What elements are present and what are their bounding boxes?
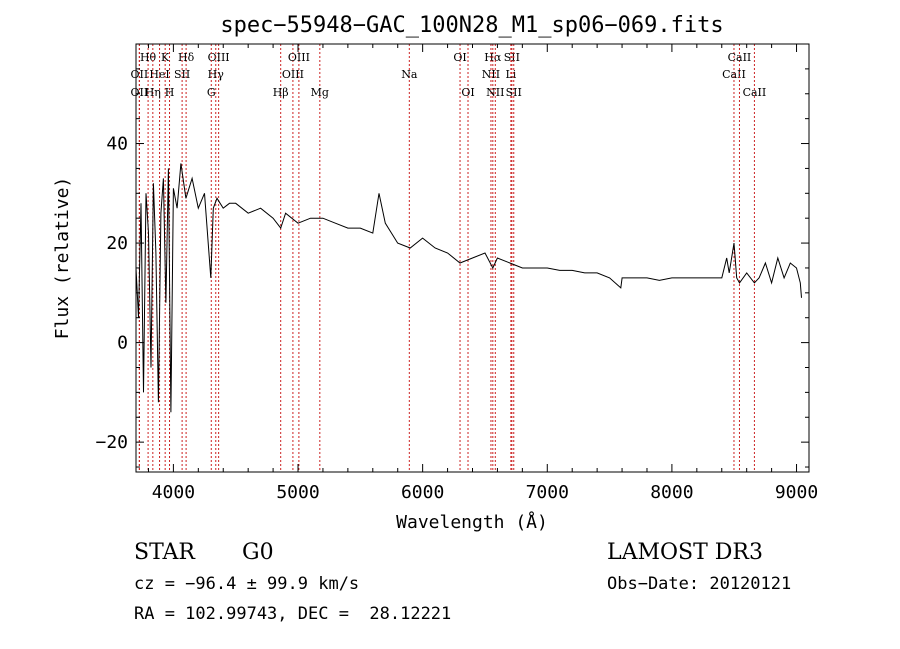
- spectral-line-label: OII: [131, 86, 149, 99]
- object-class: STAR: [134, 540, 195, 565]
- spectral-line-label: NII: [486, 86, 504, 99]
- survey-name: LAMOST DR3: [607, 540, 763, 565]
- spectral-line-label: K: [161, 51, 170, 64]
- x-tick-label: 5000: [276, 482, 319, 503]
- spectral-line-label: HeI: [149, 68, 169, 81]
- x-tick-label: 4000: [152, 482, 195, 503]
- spectral-line-label: CaII: [722, 68, 746, 81]
- spectral-line-label: Hθ: [140, 51, 157, 64]
- y-tick-label: −20: [95, 432, 128, 453]
- spectral-line-label: CaII: [743, 86, 767, 99]
- spectral-line-label: SII: [506, 86, 522, 99]
- coordinates: RA = 102.99743, DEC = 28.12221: [134, 604, 452, 624]
- redshift-velocity: cz = −96.4 ± 99.9 km/s: [134, 574, 360, 594]
- spectral-line-label: Li: [505, 68, 516, 81]
- spectral-line-label: Hδ: [178, 51, 195, 64]
- x-tick-label: 6000: [401, 482, 444, 503]
- spectral-line-label: OII: [131, 68, 149, 81]
- observation-date: Obs−Date: 20120121: [607, 574, 792, 594]
- x-tick-label: 9000: [775, 482, 818, 503]
- spectrum-line: [135, 163, 802, 413]
- spectral-line-label: G: [207, 86, 216, 99]
- spectral-line-label: Hα: [484, 51, 502, 64]
- spectral-line-label: OI: [461, 86, 474, 99]
- x-tick-label: 7000: [526, 482, 569, 503]
- spectral-line-label: Hη: [145, 86, 161, 99]
- spectral-line-label: OIII: [208, 51, 230, 64]
- spectral-line-label: OI: [453, 51, 466, 64]
- spectral-line-label: Na: [401, 68, 418, 81]
- y-tick-label: 0: [117, 333, 128, 354]
- spectral-line-label: Mg: [311, 86, 329, 99]
- y-tick-label: 20: [106, 233, 128, 254]
- y-tick-label: 40: [106, 134, 128, 155]
- spectral-line-label: SII: [174, 68, 190, 81]
- chart-title: spec−55948−GAC_100N28_M1_sp06−069.fits: [220, 13, 723, 38]
- spectral-line-label: NII: [482, 68, 500, 81]
- spectral-line-label: CaII: [728, 51, 752, 64]
- spectral-line-label: Hγ: [208, 68, 225, 81]
- spectral-line-label: OIII: [282, 68, 304, 81]
- x-axis-label: Wavelength (Å): [396, 511, 548, 533]
- spectral-line-label: OIII: [288, 51, 310, 64]
- spectral-line-label: H: [165, 86, 175, 99]
- spectral-line-label: Hβ: [273, 86, 289, 99]
- object-subclass: G0: [242, 540, 274, 565]
- y-axis-label: Flux (relative): [52, 177, 73, 340]
- x-tick-label: 8000: [650, 482, 693, 503]
- spectral-line-label: SII: [504, 51, 520, 64]
